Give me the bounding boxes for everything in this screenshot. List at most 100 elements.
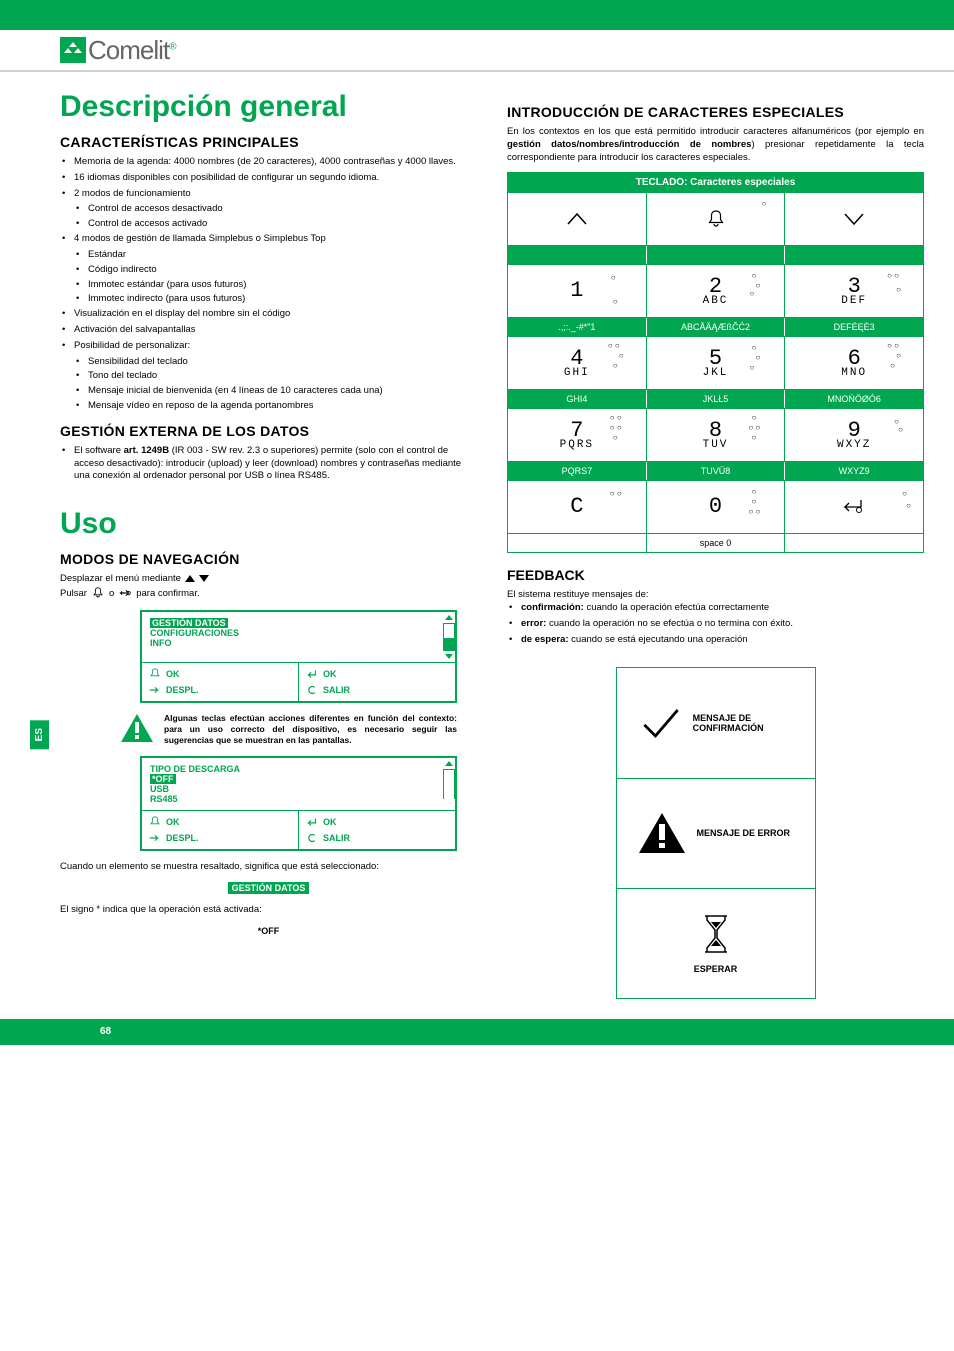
list-item: 4 modos de gestión de llamada Simplebus … (60, 233, 477, 246)
feedback-label: ESPERAR (694, 964, 738, 974)
page-number: 68 (100, 1026, 111, 1037)
list-item: Mensaje inicial de bienvenida (en 4 líne… (60, 385, 477, 398)
arrow-right-icon (148, 683, 162, 697)
menu-item: CONFIGURACIONES (150, 628, 239, 638)
display-mock: GESTIÓN DATOS CONFIGURACIONES INFO OK DE… (140, 610, 457, 703)
list-item: Visualización en el display del nombre s… (60, 308, 477, 321)
key-label: GHI4 (508, 390, 646, 408)
brand-header: Comelit® (0, 30, 954, 72)
display-mock: TIPO DE DESCARGA *OFF USB RS485 OK DESPL… (140, 756, 457, 851)
note-text: Cuando un elemento se muestra resaltado,… (60, 861, 477, 874)
key-label: space 0 (646, 534, 785, 552)
list-item: de espera: cuando se está ejecutando una… (507, 634, 924, 647)
list-item: Activación del salvapantallas (60, 324, 477, 337)
subsection-title: CARACTERÍSTICAS PRINCIPALES (60, 134, 477, 150)
key-c: C○ ○ (508, 481, 646, 533)
page-footer: 68 (0, 1019, 954, 1045)
list-item: Control de accesos activado (60, 218, 477, 231)
key-up-icon (508, 193, 646, 245)
list-item: Immotec estándar (para usos futuros) (60, 279, 477, 292)
enter-icon (305, 667, 319, 681)
list-item: Memoria de la agenda: 4000 nombres (de 2… (60, 156, 477, 169)
list-item: Mensaje vídeo en reposo de la agenda por… (60, 400, 477, 413)
keypad-title: TECLADO: Caracteres especiales (508, 173, 923, 192)
menu-item: RS485 (150, 794, 178, 804)
c-icon (305, 831, 319, 845)
menu-item-selected: GESTIÓN DATOS (150, 618, 228, 628)
key-6: 6MNO○ ○○○ (784, 337, 923, 389)
list-item: Tono del teclado (60, 370, 477, 383)
feature-list: Memoria de la agenda: 4000 nombres (de 2… (60, 156, 477, 200)
list-item: Immotec indirecto (para usos futuros) (60, 293, 477, 306)
key-label: DEFÉĘĖ3 (784, 318, 923, 336)
bell-icon (148, 815, 162, 829)
arrow-up-icon (185, 575, 195, 582)
bell-icon (91, 586, 105, 600)
nav-instruction: Pulsar o para confirmar. (60, 586, 477, 600)
feedback-list: confirmación: cuando la operación efectú… (507, 602, 924, 646)
list-item: Sensibilidad del teclado (60, 356, 477, 369)
list-item: error: cuando la operación no se efectúa… (507, 618, 924, 631)
key-7: 7PQRS○ ○○ ○○ (508, 409, 646, 461)
list-item: 16 idiomas disponibles con posibilidad d… (60, 172, 477, 185)
menu-item: INFO (150, 638, 172, 648)
key-8: 8TUV○○ ○○ (646, 409, 785, 461)
key-label: .,;:._-#*"1 (508, 318, 646, 336)
nav-instruction: Desplazar el menú mediante (60, 573, 477, 584)
arrow-right-icon (148, 831, 162, 845)
list-item: Estándar (60, 249, 477, 262)
feedback-diagram: MENSAJE DE CONFIRMACIÓN MENSAJE DE ERROR… (616, 667, 816, 999)
highlight-chip: GESTIÓN DATOS (228, 882, 310, 894)
key-9: 9WXYZ○○ (784, 409, 923, 461)
key-label: JKLŁ5 (646, 390, 785, 408)
feedback-label: MENSAJE DE CONFIRMACIÓN (693, 713, 815, 733)
list-item: Posibilidad de personalizar: (60, 340, 477, 353)
menu-item-selected: *OFF (150, 774, 176, 784)
bell-icon (148, 667, 162, 681)
right-column: INTRODUCCIÓN DE CARACTERES ESPECIALES En… (507, 82, 924, 999)
menu-item: USB (150, 784, 169, 794)
list-item: Código indirecto (60, 264, 477, 277)
enter-icon (305, 815, 319, 829)
list-item: El software art. 1249B (IR 003 - SW rev.… (60, 445, 477, 483)
key-4: 4GHI○ ○○○ (508, 337, 646, 389)
bold-label: *OFF (258, 926, 280, 936)
section-title: Descripción general (60, 90, 477, 124)
key-0: 0○○○ ○ (646, 481, 785, 533)
intro-line: El sistema restituye mensajes de: (507, 589, 924, 602)
key-label: WXYZ9 (784, 462, 923, 480)
list-item: 2 modos de funcionamiento (60, 188, 477, 201)
top-bar (0, 0, 954, 30)
page-content: Descripción general CARACTERÍSTICAS PRIN… (0, 72, 954, 1019)
subsection-title: GESTIÓN EXTERNA DE LOS DATOS (60, 423, 477, 439)
key-icon (118, 586, 132, 600)
key-label: TUVÜ8 (646, 462, 785, 480)
list-item: confirmación: cuando la operación efectú… (507, 602, 924, 615)
key-down-icon (784, 193, 923, 245)
note-text: El signo * indica que la operación está … (60, 904, 477, 917)
section-title: Uso (60, 507, 477, 541)
subsection-title: INTRODUCCIÓN DE CARACTERES ESPECIALES (507, 104, 924, 120)
key-label: ABCÅÄĄÆßČĆ2 (646, 318, 785, 336)
language-tab: ES (30, 720, 49, 749)
arrow-down-icon (199, 575, 209, 582)
key-enter-icon: ○○ (784, 481, 923, 533)
brand-name: Comelit® (88, 35, 176, 66)
logo-mark-icon (60, 37, 86, 63)
scrollbar (443, 612, 455, 662)
check-icon (637, 701, 683, 745)
warning-note: Algunas teclas efectúan acciones diferen… (120, 713, 457, 746)
feedback-label: MENSAJE DE ERROR (697, 828, 791, 838)
key-bell-icon: ○ (646, 193, 785, 245)
subsection-title: MODOS DE NAVEGACIÓN (60, 551, 477, 567)
warning-icon (120, 713, 154, 743)
c-icon (305, 683, 319, 697)
key-5: 5JKL○○○ (646, 337, 785, 389)
list-item: Control de accesos desactivado (60, 203, 477, 216)
warning-icon (637, 811, 687, 855)
subsection-title: FEEDBACK (507, 567, 924, 583)
left-column: Descripción general CARACTERÍSTICAS PRIN… (60, 82, 477, 999)
hourglass-icon (691, 912, 741, 956)
intro-paragraph: En los contextos en los que está permiti… (507, 126, 924, 164)
menu-item: TIPO DE DESCARGA (150, 764, 240, 774)
